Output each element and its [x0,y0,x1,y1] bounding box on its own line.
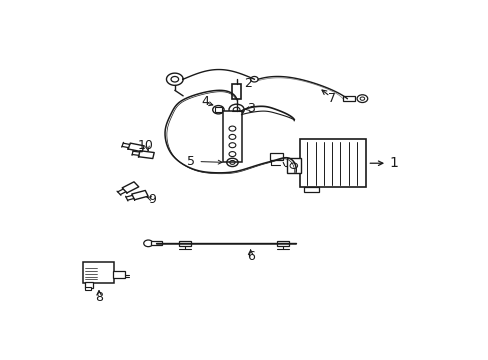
Text: 10: 10 [137,139,153,152]
Bar [299,139,366,187]
Text: 6: 6 [246,250,254,263]
Text: 2: 2 [244,77,251,90]
Bar [343,96,354,100]
Text: 3: 3 [246,102,254,116]
Bar [84,287,91,291]
Text: 1: 1 [388,156,398,170]
Bar [178,240,190,246]
Bar [286,158,301,174]
Bar [84,282,93,288]
Text: 4: 4 [201,95,209,108]
Bar [277,240,289,246]
Bar [303,186,318,192]
Bar [269,153,282,160]
Bar [232,84,240,99]
Text: 7: 7 [327,92,335,105]
Text: 9: 9 [148,193,156,206]
Text: 8: 8 [95,291,103,304]
Bar [83,262,114,283]
Text: 5: 5 [186,155,195,168]
Bar [151,242,162,245]
Bar [113,271,124,278]
Bar [223,111,241,162]
Bar [214,107,222,112]
